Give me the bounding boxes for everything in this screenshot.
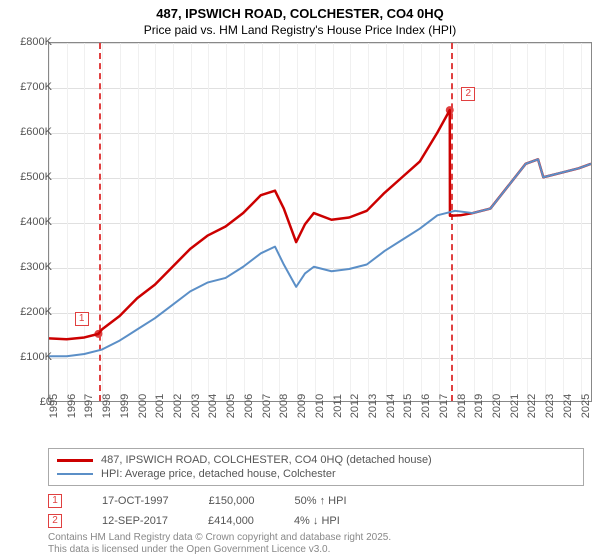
y-axis-label: £0 [8, 396, 52, 408]
legend-label: 487, IPSWICH ROAD, COLCHESTER, CO4 0HQ (… [101, 454, 432, 466]
title-line2: Price paid vs. HM Land Registry's House … [0, 23, 600, 39]
annotation-price: £414,000 [208, 515, 254, 527]
y-axis-label: £500K [8, 171, 52, 183]
annotation-row: 2 12-SEP-2017 £414,000 4% ↓ HPI [48, 514, 340, 528]
y-axis-label: £100K [8, 351, 52, 363]
annotation-date: 17-OCT-1997 [102, 495, 169, 507]
footer: Contains HM Land Registry data © Crown c… [48, 532, 391, 556]
y-axis-label: £600K [8, 126, 52, 138]
y-axis-label: £200K [8, 306, 52, 318]
marker-badge: 2 [48, 514, 62, 528]
annotation-pct: 4% ↓ HPI [294, 515, 340, 527]
legend-item: 487, IPSWICH ROAD, COLCHESTER, CO4 0HQ (… [57, 453, 575, 467]
y-axis-label: £300K [8, 261, 52, 273]
footer-line1: Contains HM Land Registry data © Crown c… [48, 532, 391, 544]
chart-container: 487, IPSWICH ROAD, COLCHESTER, CO4 0HQ P… [0, 0, 600, 560]
legend-label: HPI: Average price, detached house, Colc… [101, 468, 336, 480]
legend-swatch [57, 473, 93, 476]
annotation-pct: 50% ↑ HPI [295, 495, 347, 507]
chart-svg [49, 43, 591, 401]
title-block: 487, IPSWICH ROAD, COLCHESTER, CO4 0HQ P… [0, 0, 600, 38]
legend-swatch [57, 459, 93, 462]
y-axis-label: £800K [8, 36, 52, 48]
annotation-date: 12-SEP-2017 [102, 515, 168, 527]
legend: 487, IPSWICH ROAD, COLCHESTER, CO4 0HQ (… [48, 448, 584, 486]
legend-item: HPI: Average price, detached house, Colc… [57, 467, 575, 481]
footer-line2: This data is licensed under the Open Gov… [48, 544, 391, 556]
annotation-price: £150,000 [209, 495, 255, 507]
marker-badge: 1 [48, 494, 62, 508]
y-axis-label: £700K [8, 81, 52, 93]
y-axis-label: £400K [8, 216, 52, 228]
annotation-row: 1 17-OCT-1997 £150,000 50% ↑ HPI [48, 494, 347, 508]
title-line1: 487, IPSWICH ROAD, COLCHESTER, CO4 0HQ [0, 6, 600, 23]
chart-area: 12 [48, 42, 592, 402]
